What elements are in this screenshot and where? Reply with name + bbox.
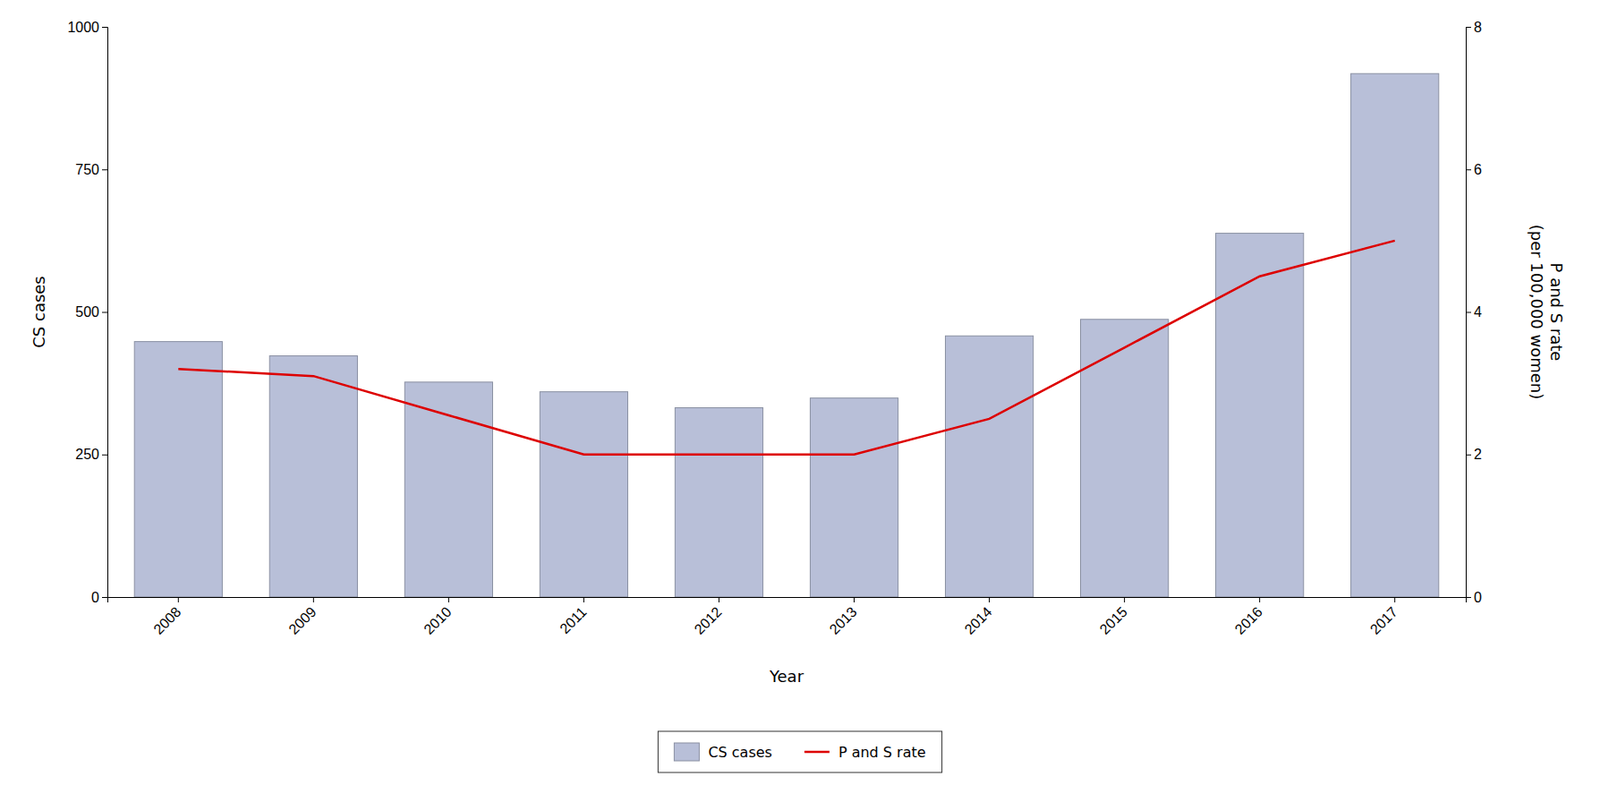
plot-area: 2008200920102011201220132014201520162017… [29, 19, 1566, 686]
legend: CS cases P and S rate [657, 731, 942, 773]
chart: 2008200920102011201220132014201520162017… [0, 0, 1600, 785]
tick: 1000 [67, 19, 108, 35]
tick-label: 2010 [420, 604, 454, 638]
tick-mark [1259, 596, 1260, 603]
tick: 250 [75, 446, 108, 462]
legend-item: P and S rate [804, 743, 927, 761]
tick: 2013 [826, 596, 860, 638]
tick-mark [448, 596, 450, 603]
tick-mark [1394, 596, 1396, 603]
tick-mark [102, 596, 108, 598]
tick-label: 0 [91, 589, 100, 605]
tick: 0 [91, 589, 108, 605]
bar [809, 398, 898, 597]
legend-swatch [673, 742, 699, 761]
bar [1216, 233, 1304, 597]
line [178, 240, 1395, 455]
tick-mark [1465, 169, 1472, 171]
tick-label: 1000 [67, 19, 100, 35]
tick-mark [1465, 312, 1472, 314]
tick: 2 [1465, 446, 1482, 462]
bar [944, 335, 1033, 597]
tick-label: 4 [1473, 304, 1482, 320]
tick-label: 500 [75, 304, 100, 320]
y2-axis-title-line: P and S rate [1547, 263, 1566, 362]
legend-item: CS cases [673, 742, 773, 761]
bar [269, 356, 358, 597]
tick: 2008 [150, 596, 184, 638]
tick-label: 8 [1473, 19, 1482, 35]
y-axis-title: CS cases [29, 275, 49, 348]
tick: 8 [1465, 19, 1482, 35]
tick: 750 [75, 161, 108, 178]
y2-axis-title-line: (per 100,000 women) [1527, 224, 1547, 400]
tick-mark [313, 596, 315, 603]
tick-label: 2017 [1367, 604, 1401, 638]
tick-mark [102, 312, 108, 314]
tick-mark [102, 26, 108, 28]
tick-label: 2013 [826, 604, 860, 638]
marks [134, 73, 1439, 597]
x-axis-title: Year [768, 666, 805, 686]
legend-label: CS cases [707, 743, 773, 761]
bar [674, 408, 763, 597]
tick-label: 2015 [1097, 604, 1131, 638]
tick-label: 0 [1473, 589, 1482, 605]
tick-label: 2011 [556, 604, 589, 637]
tick-mark [1465, 26, 1472, 28]
bar [1080, 319, 1169, 597]
tick-mark [1123, 596, 1125, 603]
bar-series [134, 73, 1439, 597]
y2-axis: 0 2 4 6 8 [1465, 19, 1482, 605]
tick-mark [988, 596, 990, 603]
tick-label: 2016 [1232, 604, 1266, 638]
tick-mark [102, 454, 108, 456]
y2-axis-title: P and S rate(per 100,000 women) [1527, 224, 1567, 400]
tick: 2012 [691, 596, 725, 638]
tick: 2015 [1097, 596, 1131, 638]
axis-line [102, 27, 109, 598]
tick-mark [853, 596, 855, 603]
tick-mark [1465, 454, 1472, 456]
bar [1351, 73, 1439, 597]
legend-label: P and S rate [838, 743, 927, 761]
tick-label: 2 [1473, 446, 1482, 462]
tick-mark [718, 596, 720, 603]
axis-line [1466, 27, 1473, 598]
tick-label: 2012 [691, 604, 725, 638]
tick-mark [583, 596, 585, 603]
tick-label: 6 [1473, 161, 1482, 178]
tick: 2011 [556, 596, 589, 637]
tick-label: 250 [75, 446, 100, 462]
y-axis: 0 250 500 750 1000 [67, 19, 108, 605]
tick: 2014 [961, 596, 996, 638]
tick-label: 750 [75, 161, 100, 178]
tick-label: 2014 [961, 604, 996, 638]
legend-swatch [804, 750, 830, 754]
tick-mark [178, 596, 179, 603]
tick-label: 2008 [150, 604, 184, 638]
tick-label: 2009 [285, 604, 319, 638]
x-axis: 2008 2009 2010 2011 2012 2013 2014 2015 2016 2017 [108, 596, 1467, 638]
bar [539, 391, 628, 597]
tick: 6 [1465, 161, 1482, 178]
tick-mark [1465, 596, 1472, 598]
tick: 2009 [285, 596, 319, 638]
tick: 4 [1465, 304, 1482, 320]
tick: 2010 [420, 596, 454, 638]
tick: 2016 [1232, 596, 1266, 638]
tick: 2017 [1367, 596, 1401, 638]
tick: 500 [75, 304, 108, 320]
axis-line [108, 597, 1467, 604]
bar [134, 341, 222, 597]
tick: 0 [1465, 589, 1482, 605]
legend-box [657, 731, 942, 773]
tick-mark [102, 169, 108, 171]
